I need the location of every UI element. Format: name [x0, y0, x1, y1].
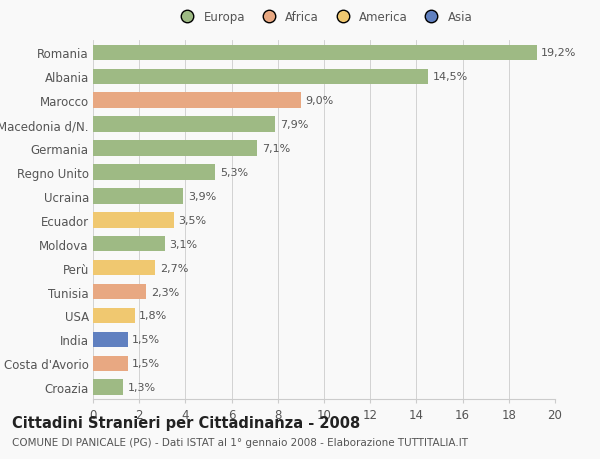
Bar	[93, 141, 257, 157]
Text: 2,3%: 2,3%	[151, 287, 179, 297]
Text: 19,2%: 19,2%	[541, 48, 577, 58]
Bar	[93, 356, 128, 371]
Bar	[93, 284, 146, 300]
Text: Cittadini Stranieri per Cittadinanza - 2008: Cittadini Stranieri per Cittadinanza - 2…	[12, 415, 360, 431]
Text: 3,5%: 3,5%	[178, 215, 206, 225]
Bar	[93, 93, 301, 109]
Bar	[93, 189, 183, 204]
Bar	[93, 332, 128, 347]
Bar	[93, 117, 275, 133]
Text: 9,0%: 9,0%	[305, 96, 334, 106]
Legend: Europa, Africa, America, Asia: Europa, Africa, America, Asia	[170, 6, 478, 28]
Text: 3,9%: 3,9%	[188, 191, 216, 202]
Bar	[93, 45, 536, 61]
Bar	[93, 165, 215, 180]
Bar	[93, 260, 155, 276]
Bar	[93, 380, 123, 395]
Bar	[93, 308, 134, 324]
Bar	[93, 236, 164, 252]
Text: 2,7%: 2,7%	[160, 263, 188, 273]
Bar	[93, 69, 428, 85]
Text: 1,5%: 1,5%	[132, 335, 160, 345]
Text: 3,1%: 3,1%	[169, 239, 197, 249]
Text: 5,3%: 5,3%	[220, 168, 248, 178]
Text: COMUNE DI PANICALE (PG) - Dati ISTAT al 1° gennaio 2008 - Elaborazione TUTTITALI: COMUNE DI PANICALE (PG) - Dati ISTAT al …	[12, 437, 468, 447]
Text: 1,5%: 1,5%	[132, 358, 160, 369]
Text: 14,5%: 14,5%	[433, 72, 468, 82]
Text: 1,8%: 1,8%	[139, 311, 167, 321]
Text: 1,3%: 1,3%	[128, 382, 156, 392]
Text: 7,9%: 7,9%	[280, 120, 308, 130]
Text: 7,1%: 7,1%	[262, 144, 290, 154]
Bar	[93, 213, 174, 228]
